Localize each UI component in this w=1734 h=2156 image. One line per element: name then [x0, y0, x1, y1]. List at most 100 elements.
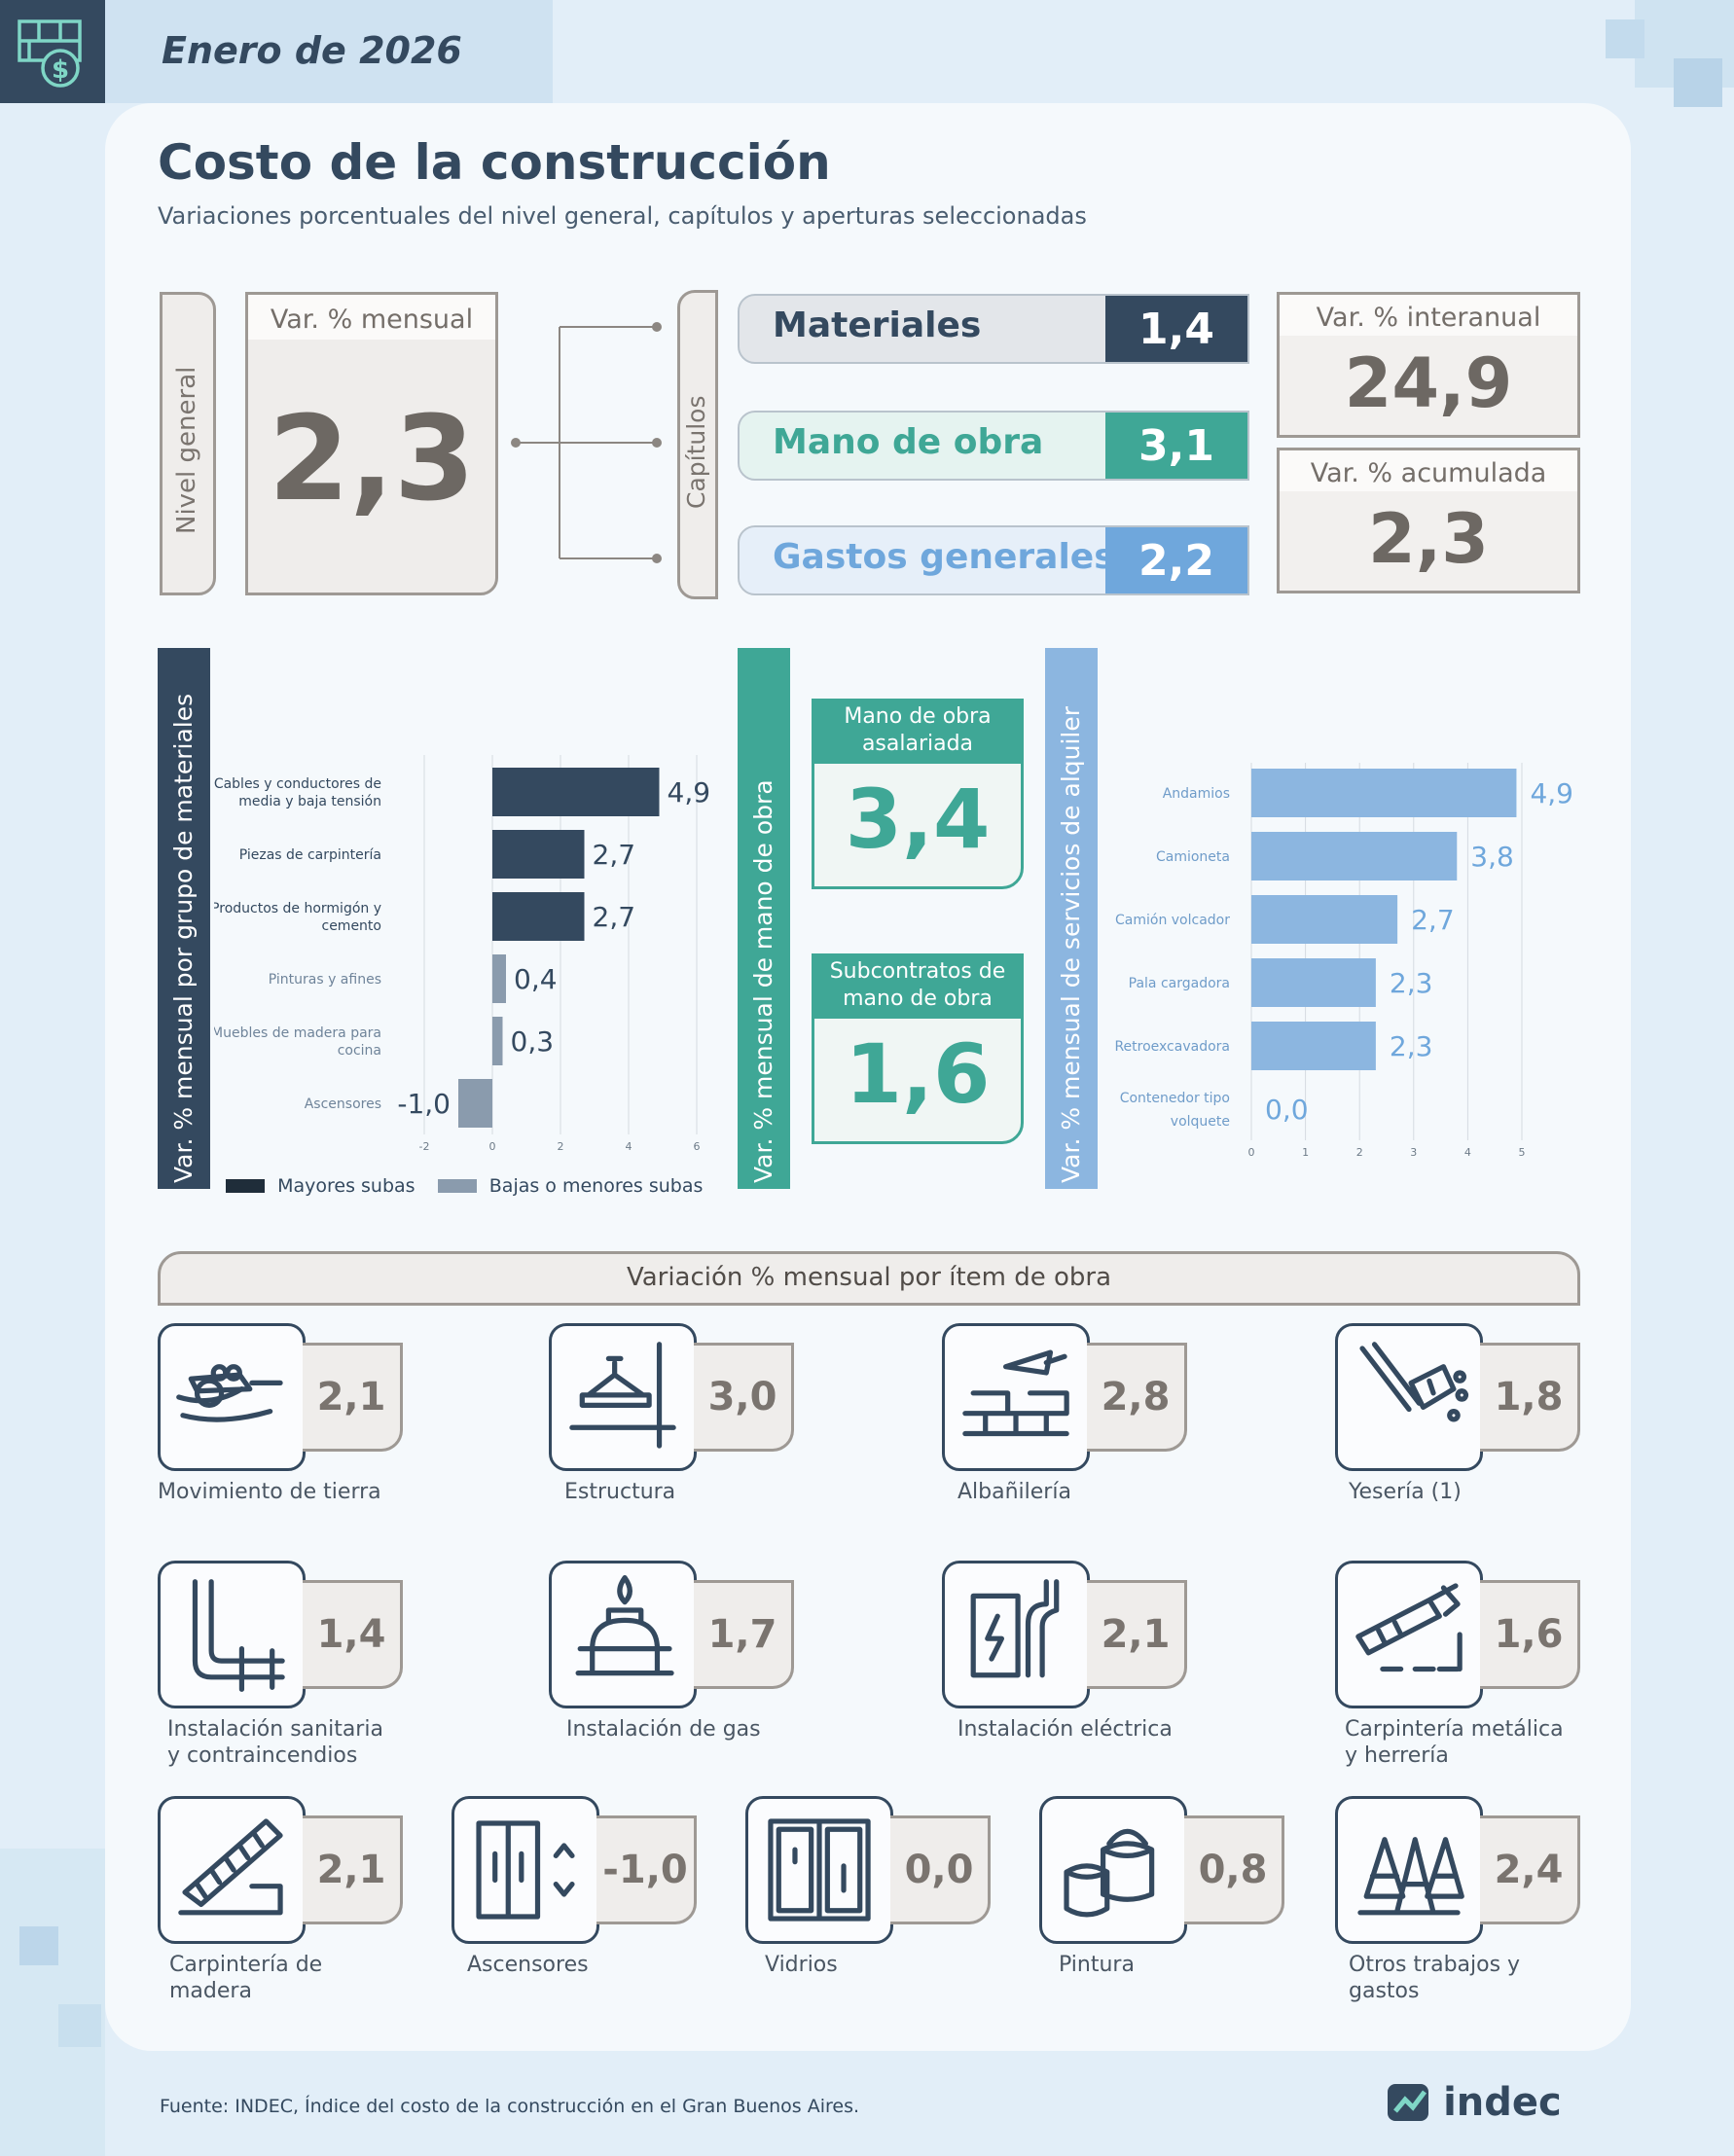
x-tick-label: 1: [1302, 1146, 1309, 1159]
item-label: Movimiento de tierra: [158, 1480, 381, 1504]
bar: [492, 892, 585, 941]
x-tick-label: 0: [489, 1140, 496, 1153]
interanual-value: 24,9: [1344, 343, 1513, 423]
x-tick-label: 5: [1519, 1146, 1526, 1159]
elevator-icon: [476, 1820, 575, 1920]
mano-obra-panel-label: Var. % mensual de mano de obra: [749, 779, 777, 1183]
nivel-general-label: Nivel general: [172, 366, 201, 534]
capitulo-value: 1,4: [1105, 296, 1247, 362]
category-label: Piezas de carpintería: [239, 847, 381, 863]
x-tick-label: 6: [694, 1140, 701, 1153]
capitulo-mano-de-obra: Mano de obra 3,1: [738, 411, 1249, 481]
plaster-icon: [1359, 1342, 1469, 1422]
bar: [492, 1017, 503, 1065]
subcontratos-value: 1,6: [845, 1026, 991, 1122]
x-tick-label: 3: [1410, 1146, 1417, 1159]
legend-bajas: Bajas o menores subas: [488, 1175, 704, 1197]
item-icon-box: [158, 1561, 306, 1708]
item-icon-box: [745, 1796, 893, 1944]
alquiler-panel-label: Var. % mensual de servicios de alquiler: [1057, 705, 1085, 1183]
page-subtitle: Variaciones porcentuales del nivel gener…: [158, 202, 1087, 230]
item-icon-box: [158, 1796, 306, 1944]
category-label: Muebles de madera para cocina: [214, 1025, 381, 1059]
category-label: Ascensores: [305, 1096, 381, 1112]
items-section-title: Variación % mensual por ítem de obra: [626, 1263, 1112, 1292]
bar: [1251, 895, 1398, 944]
interanual-box: Var. % interanual 24,9: [1277, 292, 1580, 438]
legend-mayores: Mayores subas: [277, 1175, 415, 1197]
item-icon-box: [942, 1323, 1090, 1471]
capitulo-materiales: Materiales 1,4: [738, 294, 1249, 364]
x-tick-label: -2: [419, 1140, 430, 1153]
bar: [458, 1079, 492, 1128]
saw-icon: [178, 1818, 283, 1916]
interanual-label: Var. % interanual: [1316, 303, 1541, 333]
crane-beam-icon: [569, 1342, 676, 1449]
connector-lines: [511, 322, 662, 563]
item-icon-box: [1335, 1561, 1483, 1708]
item-value: 2,4: [1480, 1815, 1580, 1924]
acumulada-label: Var. % acumulada: [1310, 458, 1547, 488]
brick-trowel-icon: [962, 1349, 1069, 1437]
item-value: 1,7: [694, 1580, 794, 1689]
item-label: Vidrios: [765, 1953, 838, 1977]
bar: [1251, 769, 1517, 817]
item-value: 1,6: [1480, 1580, 1580, 1689]
cones-icon: [1357, 1837, 1464, 1916]
x-tick-label: 2: [1356, 1146, 1363, 1159]
bar-value-label: 2,7: [593, 901, 636, 933]
nivel-general-tab: Nivel general: [160, 292, 216, 595]
capitulo-name: Materiales: [773, 305, 982, 345]
page-title: Costo de la construcción: [158, 134, 831, 191]
item-value: 2,1: [1087, 1580, 1187, 1689]
capitulo-value: 3,1: [1105, 413, 1247, 479]
category-label: Camión volcador: [1115, 913, 1230, 928]
bar: [492, 954, 506, 1003]
bar: [1251, 958, 1376, 1007]
item-icon-box: [942, 1561, 1090, 1708]
bar-value-label: 3,8: [1470, 841, 1514, 873]
subcontratos-label: Subcontratos de mano de obra: [814, 956, 1021, 1019]
item-value: 2,1: [303, 1343, 403, 1452]
construction-cost-logo: $: [0, 0, 105, 103]
mano-obra-asalariada-box: Mano de obra asalariada 3,4: [812, 699, 1024, 889]
item-label: Otros trabajos y gastos: [1349, 1953, 1521, 2003]
item-value: 1,4: [303, 1580, 403, 1689]
materiales-panel-label: Var. % mensual por grupo de materiales: [169, 693, 198, 1183]
electric-panel-icon: [970, 1579, 1060, 1678]
nivel-general-value: 2,3: [268, 392, 476, 527]
item-icon-box: [1335, 1796, 1483, 1944]
bar-value-label: 0,3: [511, 1025, 555, 1058]
bar-value-label: -1,0: [397, 1088, 451, 1120]
bar-value-label: 4,9: [668, 776, 711, 808]
bar-value-label: 2,3: [1390, 967, 1433, 999]
item-value: 0,8: [1184, 1815, 1284, 1924]
item-label: Albañilería: [957, 1480, 1071, 1504]
category-label: Andamios: [1163, 786, 1230, 802]
bar-value-label: 0,0: [1265, 1094, 1309, 1126]
chart-legend: Mayores subas Bajas o menores subas: [226, 1175, 703, 1197]
capitulo-gastos-generales: Gastos generales 2,2: [738, 525, 1249, 595]
bar: [1251, 832, 1458, 880]
capitulo-value: 2,2: [1105, 527, 1247, 593]
capitulo-name: Mano de obra: [773, 422, 1044, 462]
bar-value-label: 2,7: [593, 839, 636, 871]
item-label: Carpintería de madera: [169, 1953, 323, 2003]
bar-value-label: 0,4: [514, 963, 558, 995]
indec-logo-icon: [1388, 2084, 1428, 2121]
item-value: 0,0: [890, 1815, 991, 1924]
item-label: Pintura: [1059, 1953, 1135, 1977]
x-tick-label: 2: [558, 1140, 564, 1153]
item-icon-box: [1039, 1796, 1187, 1944]
x-tick-label: 0: [1248, 1146, 1255, 1159]
item-label: Ascensores: [467, 1953, 589, 1977]
item-value: -1,0: [596, 1815, 697, 1924]
gas-icon: [575, 1574, 674, 1676]
category-label: Camioneta: [1156, 849, 1230, 865]
capitulo-name: Gastos generales: [773, 537, 1115, 577]
materiales-chart-svg: -2 0 2 4 6 4,9 Cables y conductores de media y …: [211, 755, 711, 1153]
indec-logo-text: indec: [1443, 2080, 1562, 2125]
acumulada-box: Var. % acumulada 2,3: [1277, 448, 1580, 593]
item-icon-box: [549, 1561, 697, 1708]
welding-icon: [1355, 1583, 1463, 1672]
